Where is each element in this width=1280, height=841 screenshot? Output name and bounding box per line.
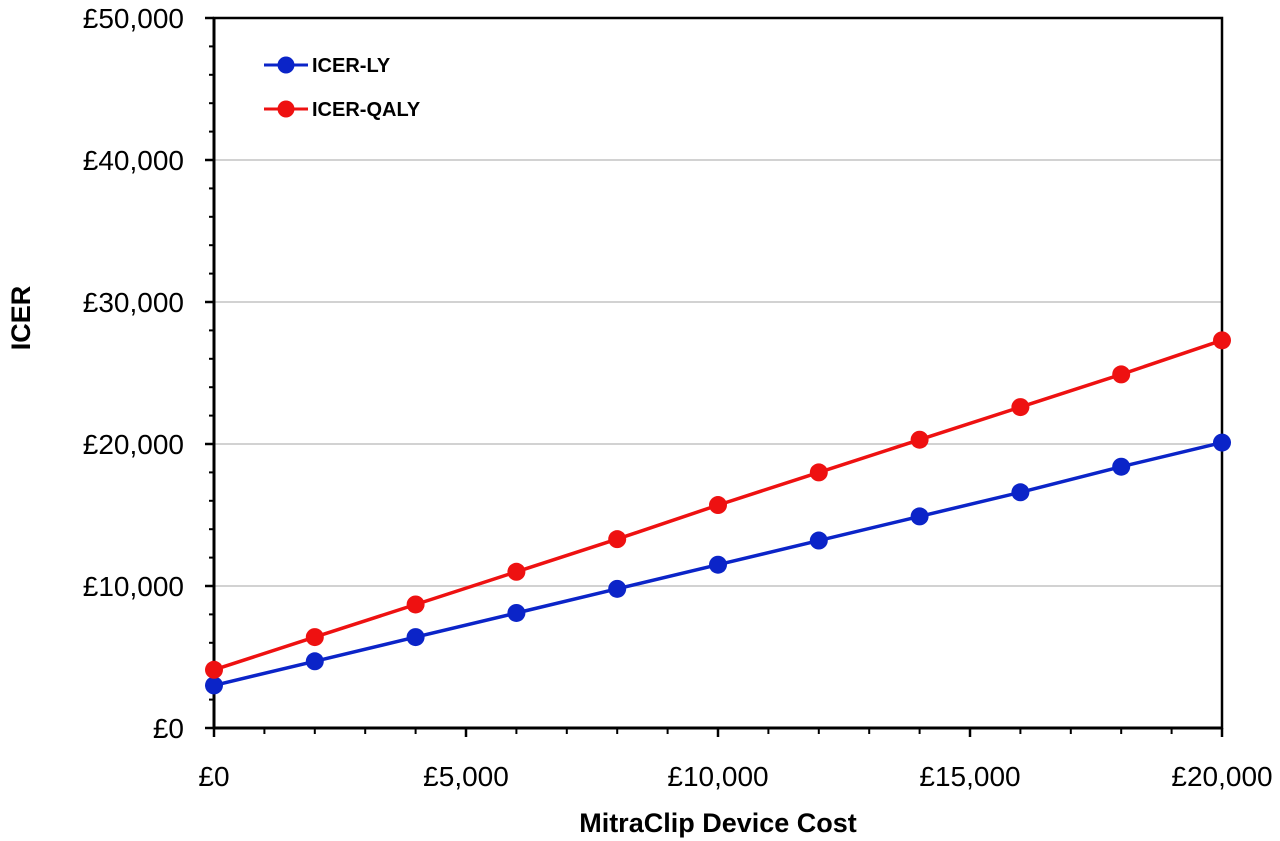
x-tick-label: £15,000 — [919, 761, 1020, 792]
data-point-icer-ly — [1213, 433, 1231, 452]
y-tick-label: £50,000 — [83, 3, 184, 34]
data-point-icer-qaly — [709, 496, 727, 515]
y-tick-label: £0 — [153, 713, 184, 744]
y-tick-label: £10,000 — [83, 571, 184, 602]
x-axis-title: MitraClip Device Cost — [579, 808, 857, 838]
data-point-icer-ly — [406, 628, 425, 647]
data-point-icer-qaly — [910, 430, 929, 449]
data-point-icer-qaly — [1213, 331, 1231, 350]
x-tick-label: £20,000 — [1171, 761, 1272, 792]
data-point-icer-qaly — [406, 595, 425, 614]
data-point-icer-qaly — [1112, 365, 1131, 384]
data-point-icer-ly — [1112, 457, 1131, 476]
x-tick-label: £10,000 — [667, 761, 768, 792]
x-tick-label: £5,000 — [423, 761, 509, 792]
data-point-icer-qaly — [1011, 398, 1030, 417]
legend-item-icer-qaly: ICER-QALY — [264, 99, 421, 121]
legend-marker-icer-ly — [277, 56, 295, 74]
data-point-icer-ly — [709, 555, 727, 574]
legend-marker-icer-qaly — [277, 100, 295, 118]
series-icer-ly — [205, 433, 1231, 695]
data-point-icer-qaly — [305, 628, 324, 647]
legend-label-icer-qaly: ICER-QALY — [312, 99, 421, 121]
legend: ICER-LY ICER-QALY — [264, 55, 421, 121]
data-point-icer-ly — [1011, 483, 1030, 502]
y-tick-label: £40,000 — [83, 145, 184, 176]
data-point-icer-ly — [205, 676, 223, 695]
data-point-icer-ly — [910, 507, 929, 526]
data-point-icer-ly — [809, 531, 828, 550]
tick-labels: £0 £10,000 £20,000 £30,000 £40,000 £50,000 £0 £… — [83, 3, 1273, 792]
gridlines — [214, 159, 1222, 587]
series-layer — [205, 331, 1231, 695]
data-point-icer-qaly — [507, 562, 526, 581]
legend-item-icer-ly: ICER-LY — [264, 55, 391, 77]
series-icer-qaly — [205, 331, 1231, 679]
legend-label-icer-ly: ICER-LY — [312, 55, 391, 77]
y-tick-label: £30,000 — [83, 287, 184, 318]
data-point-icer-ly — [305, 652, 324, 671]
data-point-icer-ly — [608, 579, 627, 598]
x-tick-label: £0 — [198, 761, 229, 792]
y-axis-title: ICER — [6, 286, 36, 351]
data-point-icer-ly — [507, 603, 526, 622]
data-point-icer-qaly — [608, 530, 627, 549]
data-point-icer-qaly — [205, 660, 223, 679]
axes — [205, 16, 1224, 737]
data-point-icer-qaly — [809, 463, 828, 482]
y-tick-label: £20,000 — [83, 429, 184, 460]
